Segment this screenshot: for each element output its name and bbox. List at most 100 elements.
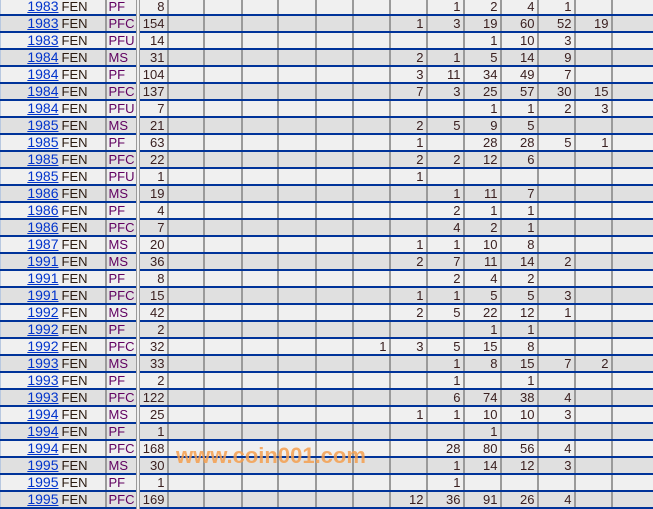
grade-count-cell: 1 [427, 406, 464, 423]
grade-count-cell: 2 [538, 253, 575, 270]
grade-count-cell [242, 202, 278, 219]
grade-count-cell [390, 355, 427, 372]
mint-cell: FEN [60, 236, 106, 253]
grade-cell: PF [106, 0, 138, 15]
grade-count-cell [316, 389, 353, 406]
grade-count-cell [278, 185, 316, 202]
year-link[interactable]: 1984 [27, 83, 58, 99]
grade-count-cell [204, 100, 242, 117]
grade-count-cell [575, 151, 612, 168]
grade-count-cell [390, 219, 427, 236]
grade-count-cell [204, 270, 242, 287]
year-link[interactable]: 1983 [27, 32, 58, 48]
year-link[interactable]: 1992 [27, 321, 58, 337]
grade-count-cell [168, 389, 204, 406]
grade-count-cell: 8 [501, 338, 538, 355]
grade-count-cell [427, 32, 464, 49]
grade-count-cell [612, 49, 653, 66]
year-link[interactable]: 1994 [27, 423, 58, 439]
grade-count-cell [278, 202, 316, 219]
year-link[interactable]: 1986 [27, 185, 58, 201]
grade-count-cell [316, 168, 353, 185]
grade-cell: PF [106, 66, 138, 83]
year-link[interactable]: 1994 [27, 440, 58, 456]
mint-cell: FEN [60, 134, 106, 151]
year-link[interactable]: 1991 [27, 287, 58, 303]
grade-count-cell [538, 423, 575, 440]
mint-cell: FEN [60, 0, 106, 15]
year-link[interactable]: 1985 [27, 117, 58, 133]
year-link[interactable]: 1995 [27, 474, 58, 490]
year-link[interactable]: 1983 [27, 15, 58, 31]
year-link[interactable]: 1991 [27, 253, 58, 269]
year-cell: 1985 [1, 117, 60, 134]
total-cell: 15 [138, 287, 168, 304]
grade-count-cell: 1 [427, 457, 464, 474]
grade-count-cell [278, 355, 316, 372]
year-link[interactable]: 1994 [27, 406, 58, 422]
year-link[interactable]: 1986 [27, 219, 58, 235]
grade-count-cell [168, 355, 204, 372]
year-link[interactable]: 1985 [27, 151, 58, 167]
year-link[interactable]: 1991 [27, 270, 58, 286]
grade-cell: PFC [106, 491, 138, 508]
grade-count-cell [612, 423, 653, 440]
grade-count-cell [316, 49, 353, 66]
year-link[interactable]: 1985 [27, 168, 58, 184]
year-link[interactable]: 1993 [27, 372, 58, 388]
grade-count-cell [353, 134, 390, 151]
total-cell: 137 [138, 83, 168, 100]
grade-count-cell [278, 406, 316, 423]
year-link[interactable]: 1987 [27, 236, 58, 252]
year-link[interactable]: 1984 [27, 100, 58, 116]
grade-count-cell [316, 491, 353, 508]
year-link[interactable]: 1995 [27, 457, 58, 473]
grade-count-cell [316, 406, 353, 423]
year-link[interactable]: 1984 [27, 66, 58, 82]
grade-count-cell [168, 202, 204, 219]
year-link[interactable]: 1995 [27, 491, 58, 507]
grade-count-cell [168, 236, 204, 253]
grade-count-cell [316, 219, 353, 236]
grade-count-cell [168, 15, 204, 32]
total-cell: 1 [138, 423, 168, 440]
total-cell: 21 [138, 117, 168, 134]
grade-count-cell [278, 287, 316, 304]
year-link[interactable]: 1983 [27, 0, 58, 14]
grade-count-cell: 28 [464, 134, 501, 151]
year-link[interactable]: 1984 [27, 49, 58, 65]
year-link[interactable]: 1992 [27, 304, 58, 320]
grade-cell: PF [106, 202, 138, 219]
grade-count-cell [575, 185, 612, 202]
total-cell: 8 [138, 270, 168, 287]
grade-count-cell [204, 236, 242, 253]
year-link[interactable]: 1993 [27, 389, 58, 405]
grade-count-cell [278, 253, 316, 270]
grade-count-cell [242, 406, 278, 423]
grade-cell: PFC [106, 219, 138, 236]
year-link[interactable]: 1992 [27, 338, 58, 354]
grade-count-cell: 30 [538, 83, 575, 100]
grade-count-cell [168, 253, 204, 270]
grade-count-cell: 1 [427, 49, 464, 66]
grade-count-cell [204, 134, 242, 151]
grade-count-cell [204, 423, 242, 440]
mint-cell: FEN [60, 15, 106, 32]
grade-count-cell: 10 [501, 32, 538, 49]
mint-cell: FEN [60, 355, 106, 372]
year-link[interactable]: 1986 [27, 202, 58, 218]
mint-cell: FEN [60, 83, 106, 100]
grade-count-cell: 7 [427, 253, 464, 270]
year-link[interactable]: 1993 [27, 355, 58, 371]
grade-count-cell [278, 236, 316, 253]
grade-count-cell: 38 [501, 389, 538, 406]
grade-count-cell [204, 83, 242, 100]
grade-count-cell [575, 287, 612, 304]
grade-count-cell [204, 372, 242, 389]
year-link[interactable]: 1985 [27, 134, 58, 150]
grade-count-cell [353, 168, 390, 185]
grade-count-cell [168, 49, 204, 66]
